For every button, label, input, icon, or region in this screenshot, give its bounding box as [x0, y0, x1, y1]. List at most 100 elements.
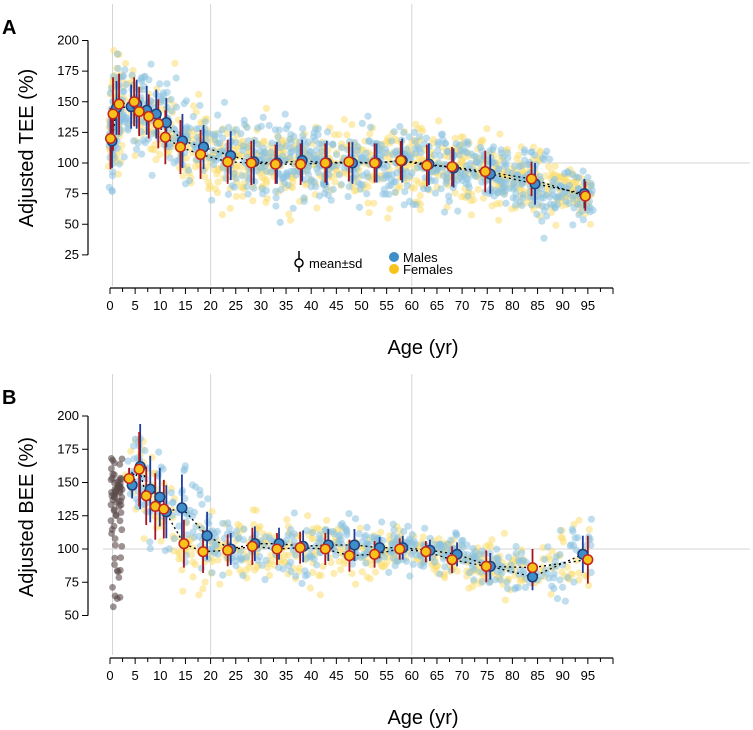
male-raw-point	[367, 123, 375, 131]
male-raw-point	[445, 546, 453, 554]
male-raw-point	[518, 201, 526, 210]
male-raw-point	[345, 509, 353, 518]
x-tick-label: 0	[106, 298, 113, 313]
female-raw-point	[178, 566, 186, 574]
female-raw-point	[340, 560, 348, 568]
male-raw-point	[318, 140, 326, 148]
female-raw-point	[451, 134, 459, 142]
male-raw-point	[335, 171, 343, 179]
male-raw-point	[403, 181, 411, 189]
male-raw-point	[393, 169, 401, 177]
female-mean-marker	[245, 157, 257, 169]
male-raw-point	[277, 186, 285, 194]
male-raw-point	[314, 168, 322, 176]
female-raw-point	[251, 566, 259, 574]
male-raw-point	[426, 534, 434, 542]
male-raw-point	[312, 146, 320, 154]
male-raw-point	[224, 190, 232, 198]
male-raw-point	[584, 173, 592, 182]
neonate-raw-point	[115, 574, 123, 581]
female-raw-point	[465, 584, 473, 592]
female-raw-point	[262, 104, 270, 112]
male-raw-point	[519, 194, 527, 202]
male-raw-point	[281, 110, 289, 118]
male-raw-point	[163, 80, 171, 88]
male-raw-point	[121, 116, 129, 124]
x-tick-label: 35	[279, 298, 293, 313]
female-raw-point	[265, 571, 274, 580]
male-raw-point	[502, 199, 510, 207]
male-raw-point	[585, 536, 593, 544]
male-raw-point	[181, 462, 189, 470]
x-tick-label: 45	[329, 668, 343, 683]
female-raw-point	[364, 199, 372, 207]
female-mean-marker	[582, 554, 594, 566]
female-raw-point	[263, 194, 271, 203]
male-raw-point	[329, 185, 337, 193]
male-raw-point	[181, 558, 189, 566]
x-tick-label: 95	[581, 668, 595, 683]
female-raw-point	[201, 578, 209, 586]
female-mean-marker	[159, 131, 171, 143]
neonate-raw-point	[109, 496, 117, 504]
male-raw-point	[538, 154, 547, 162]
male-raw-point	[198, 564, 206, 572]
x-tick-label: 60	[405, 298, 419, 313]
x-tick-label: 10	[153, 298, 167, 313]
male-raw-point	[533, 210, 541, 218]
female-mean-marker	[526, 562, 539, 574]
female-mean-marker	[319, 157, 331, 169]
female-mean-marker	[222, 544, 234, 556]
female-mean-marker	[140, 490, 152, 502]
male-raw-point	[236, 548, 245, 556]
male-raw-point	[519, 557, 528, 565]
female-raw-point	[485, 541, 493, 549]
female-raw-point	[313, 204, 321, 212]
male-raw-point	[240, 116, 248, 124]
x-tick-label: 75	[480, 668, 494, 683]
male-raw-point	[287, 167, 295, 175]
male-raw-point	[315, 531, 324, 539]
male-raw-point	[389, 532, 398, 540]
legend-mean-marker	[294, 258, 304, 268]
female-mean-marker	[269, 158, 282, 170]
female-raw-point	[317, 571, 325, 580]
male-raw-point	[231, 557, 239, 565]
male-raw-point	[299, 125, 307, 133]
male-raw-point	[393, 147, 401, 155]
female-raw-point	[488, 202, 496, 210]
male-raw-point	[565, 199, 573, 207]
male-raw-point	[114, 64, 122, 73]
female-raw-point	[365, 209, 373, 217]
female-mean-marker	[197, 546, 209, 558]
male-raw-point	[402, 168, 410, 176]
male-raw-point	[439, 136, 447, 144]
x-tick-label: 10	[153, 668, 167, 683]
female-raw-point	[366, 130, 374, 138]
panel-b-y-axis-title: Adjusted BEE (%)	[16, 437, 38, 597]
male-raw-point	[220, 535, 228, 543]
male-raw-point	[280, 174, 288, 182]
female-raw-point	[283, 516, 291, 524]
male-raw-point	[185, 177, 193, 185]
female-mean-marker	[194, 148, 207, 160]
male-raw-point	[243, 123, 251, 132]
male-raw-point	[388, 137, 396, 145]
y-tick-label: 175	[57, 441, 79, 456]
male-raw-point	[170, 535, 178, 543]
neonate-raw-point	[117, 497, 125, 505]
male-raw-point	[140, 73, 148, 81]
male-raw-point	[572, 546, 580, 554]
female-raw-point	[256, 523, 264, 531]
female-raw-point	[156, 150, 164, 159]
male-raw-point	[215, 130, 223, 138]
female-raw-point	[458, 158, 466, 166]
female-raw-point	[175, 555, 183, 563]
female-mean-marker	[446, 554, 458, 566]
male-raw-point	[536, 172, 544, 180]
male-raw-point	[462, 555, 470, 564]
female-raw-point	[416, 206, 425, 214]
female-mean-marker	[246, 540, 258, 552]
male-raw-point	[566, 542, 574, 550]
